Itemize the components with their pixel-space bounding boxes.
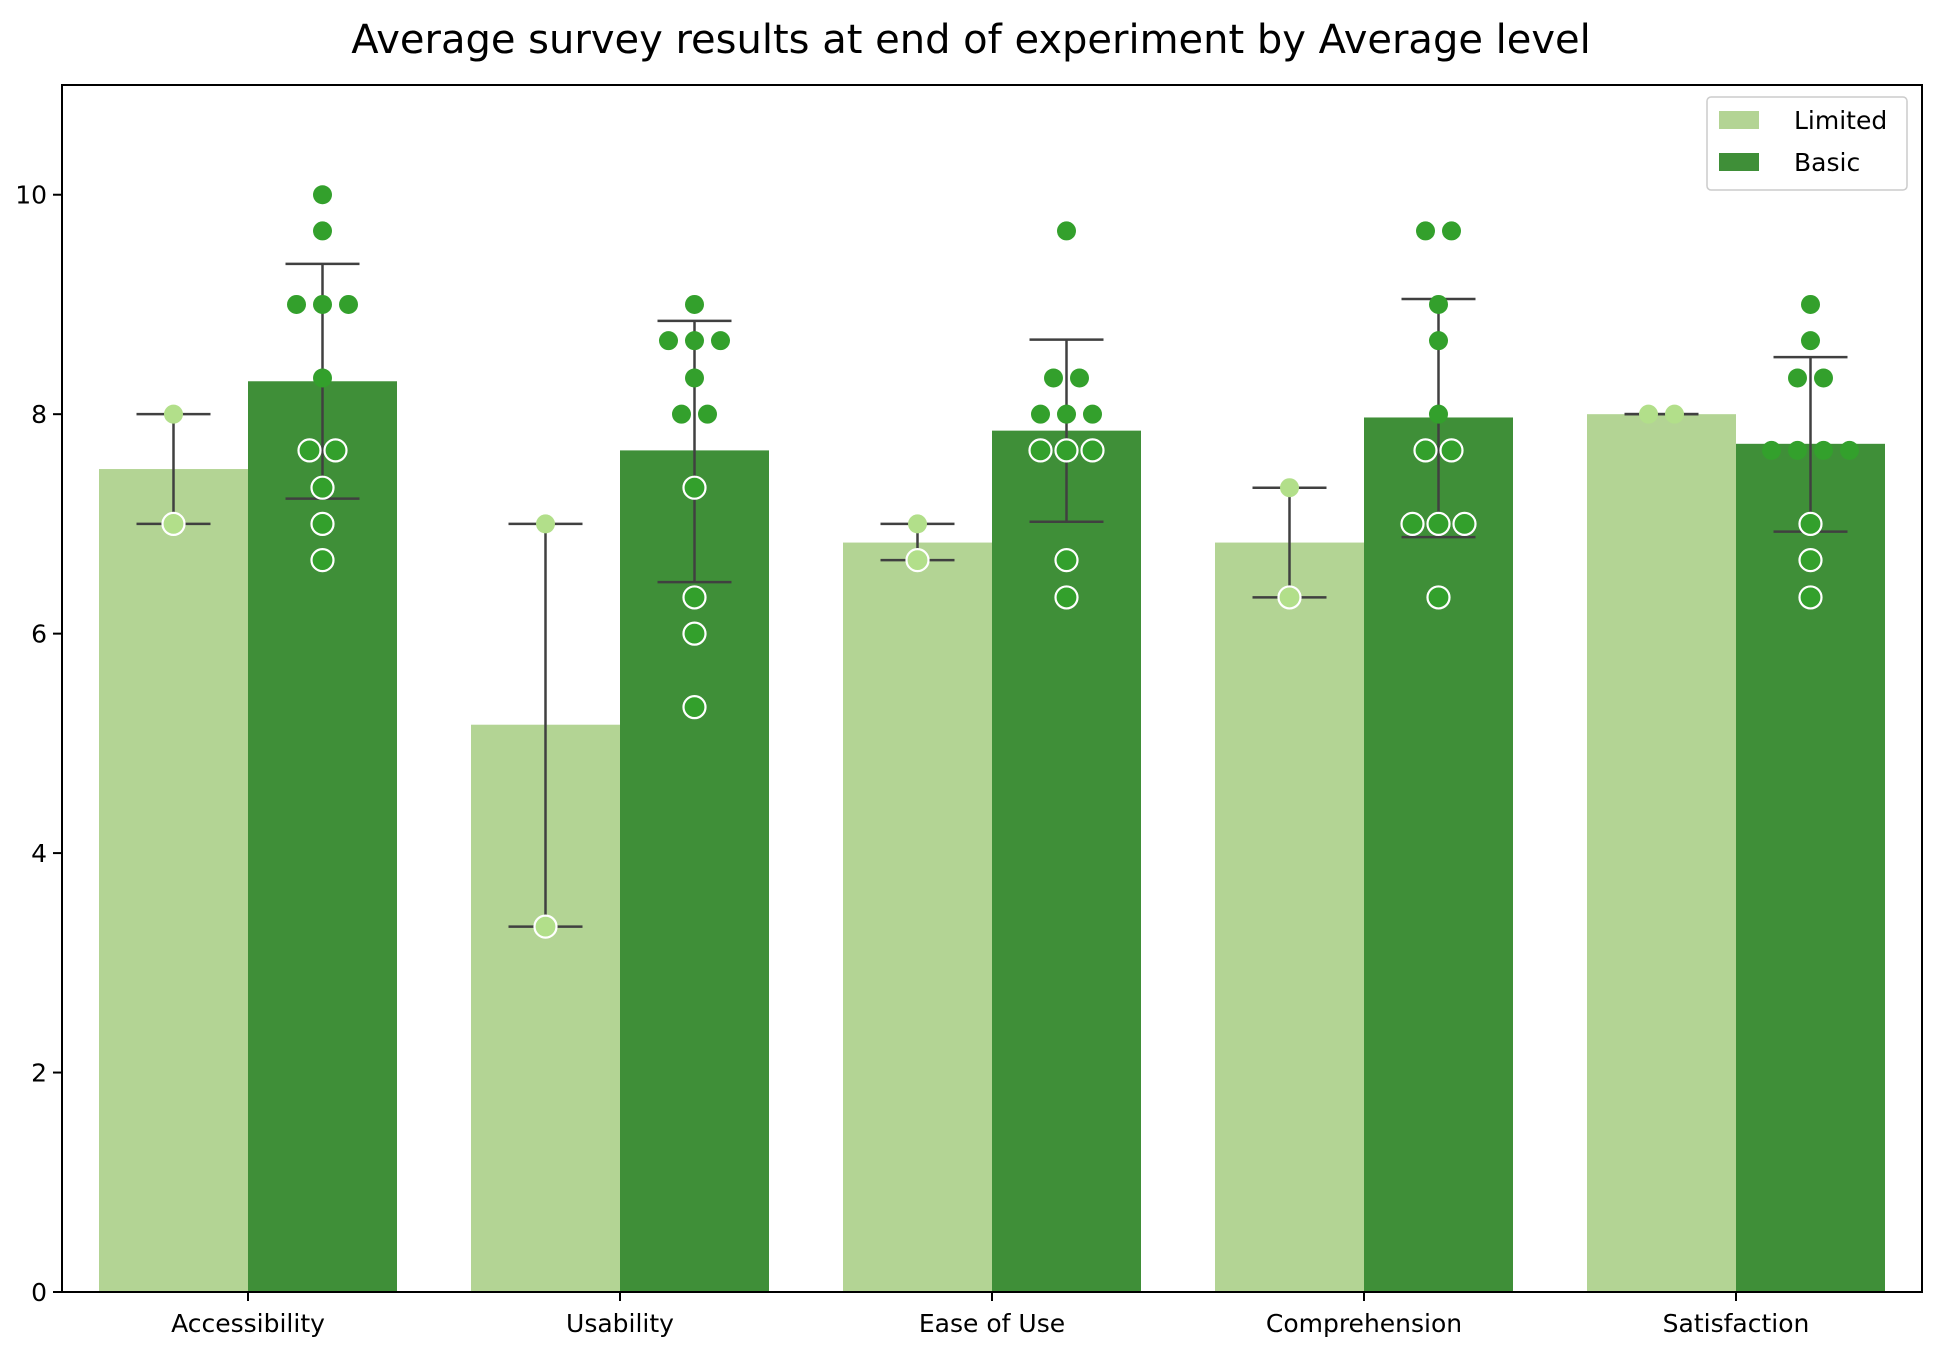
- data-point-limited-usability: [536, 514, 555, 534]
- data-point-basic-satisfaction: [1814, 440, 1833, 460]
- data-point-basic-satisfaction: [1762, 440, 1781, 460]
- data-point-limited-accessibility: [161, 511, 186, 537]
- data-point-basic-satisfaction: [1798, 585, 1823, 610]
- bar-limited-accessibility: [99, 469, 248, 1293]
- data-point-basic-satisfaction: [1788, 440, 1807, 460]
- data-point-basic-ease-of-use: [1044, 368, 1063, 388]
- data-point-limited-comprehension: [1277, 585, 1302, 610]
- data-point-basic-usability: [685, 294, 704, 314]
- data-point-limited-comprehension: [1280, 478, 1299, 498]
- data-point-basic-usability: [659, 331, 678, 351]
- y-axis: 0 2 4 6 8 10: [15, 181, 62, 1307]
- data-point-basic-comprehension: [1439, 438, 1464, 463]
- data-point-basic-satisfaction: [1798, 511, 1823, 537]
- data-point-basic-comprehension: [1429, 404, 1448, 424]
- data-point-basic-comprehension: [1429, 294, 1448, 314]
- data-point-basic-comprehension: [1400, 511, 1425, 537]
- data-point-basic-ease-of-use: [1054, 438, 1079, 463]
- data-point-basic-satisfaction: [1801, 331, 1820, 351]
- data-point-basic-usability: [711, 331, 730, 351]
- bars-layer: [99, 381, 1885, 1293]
- data-point-basic-usability: [682, 621, 707, 646]
- y-tick-label-10: 10: [15, 181, 47, 210]
- data-point-basic-satisfaction: [1814, 368, 1833, 388]
- y-tick-label-0: 0: [31, 1278, 47, 1307]
- data-point-limited-accessibility: [164, 404, 183, 424]
- y-tick-label-4: 4: [31, 839, 47, 868]
- data-point-basic-ease-of-use: [1083, 404, 1102, 424]
- data-point-basic-accessibility: [313, 221, 332, 241]
- bar-basic-satisfaction: [1736, 443, 1885, 1292]
- x-tick-label-satisfaction: Satisfaction: [1663, 1309, 1810, 1338]
- data-point-basic-ease-of-use: [1057, 221, 1076, 241]
- y-tick-label-8: 8: [31, 400, 47, 429]
- data-point-basic-comprehension: [1442, 221, 1461, 241]
- data-point-basic-accessibility: [313, 294, 332, 314]
- data-point-basic-usability: [698, 404, 717, 424]
- x-tick-label-comprehension: Comprehension: [1266, 1309, 1462, 1338]
- data-point-basic-ease-of-use: [1054, 585, 1079, 610]
- y-tick-label-2: 2: [31, 1059, 47, 1088]
- chart-title: Average survey results at end of experim…: [351, 17, 1591, 63]
- bar-limited-comprehension: [1215, 542, 1364, 1292]
- data-point-basic-comprehension: [1452, 511, 1477, 537]
- data-point-basic-usability: [682, 585, 707, 610]
- y-tick-label-6: 6: [31, 620, 47, 649]
- data-point-basic-satisfaction: [1798, 548, 1823, 573]
- data-point-limited-usability: [533, 914, 558, 939]
- data-point-basic-accessibility: [310, 548, 335, 573]
- legend: Limited Basic: [1706, 96, 1908, 191]
- data-point-basic-usability: [682, 475, 707, 500]
- data-point-basic-satisfaction: [1840, 440, 1859, 460]
- bar-limited-satisfaction: [1587, 414, 1736, 1292]
- data-point-basic-accessibility: [287, 294, 306, 314]
- data-point-basic-satisfaction: [1801, 294, 1820, 314]
- data-point-basic-ease-of-use: [1080, 438, 1105, 463]
- data-point-basic-accessibility: [313, 368, 332, 388]
- x-tick-label-ease-of-use: Ease of Use: [919, 1309, 1065, 1338]
- data-point-basic-accessibility: [297, 438, 322, 463]
- data-point-limited-ease-of-use: [905, 548, 930, 573]
- legend-label-limited: Limited: [1794, 106, 1887, 135]
- data-point-basic-comprehension: [1413, 438, 1438, 463]
- data-point-basic-ease-of-use: [1028, 438, 1053, 463]
- data-point-basic-satisfaction: [1788, 368, 1807, 388]
- data-point-basic-comprehension: [1426, 511, 1451, 537]
- points-layer: [161, 185, 1859, 939]
- data-point-limited-satisfaction: [1665, 404, 1684, 424]
- data-point-basic-usability: [685, 331, 704, 351]
- data-point-basic-usability: [682, 695, 707, 720]
- data-point-basic-comprehension: [1429, 331, 1448, 351]
- data-point-basic-accessibility: [310, 511, 335, 537]
- data-point-basic-usability: [685, 368, 704, 388]
- data-point-basic-accessibility: [339, 294, 358, 314]
- data-point-limited-satisfaction: [1639, 404, 1658, 424]
- data-point-basic-accessibility: [310, 475, 335, 500]
- data-point-basic-ease-of-use: [1070, 368, 1089, 388]
- legend-label-basic: Basic: [1794, 148, 1860, 177]
- legend-swatch-limited: [1719, 111, 1759, 129]
- data-point-basic-comprehension: [1426, 585, 1451, 610]
- data-point-basic-ease-of-use: [1031, 404, 1050, 424]
- bar-limited-ease-of-use: [843, 542, 992, 1292]
- data-point-limited-ease-of-use: [908, 514, 927, 534]
- data-point-basic-accessibility: [313, 185, 332, 205]
- x-axis: Accessibility Usability Ease of Use Compreh…: [171, 1292, 1809, 1338]
- data-point-basic-ease-of-use: [1054, 548, 1079, 573]
- data-point-basic-comprehension: [1416, 221, 1435, 241]
- data-point-basic-accessibility: [323, 438, 348, 463]
- x-tick-label-accessibility: Accessibility: [171, 1309, 325, 1338]
- legend-swatch-basic: [1719, 153, 1759, 171]
- bar-basic-comprehension: [1364, 417, 1513, 1292]
- bar-basic-ease-of-use: [992, 430, 1141, 1293]
- data-point-basic-usability: [672, 404, 691, 424]
- data-point-basic-ease-of-use: [1057, 404, 1076, 424]
- x-tick-label-usability: Usability: [566, 1309, 674, 1338]
